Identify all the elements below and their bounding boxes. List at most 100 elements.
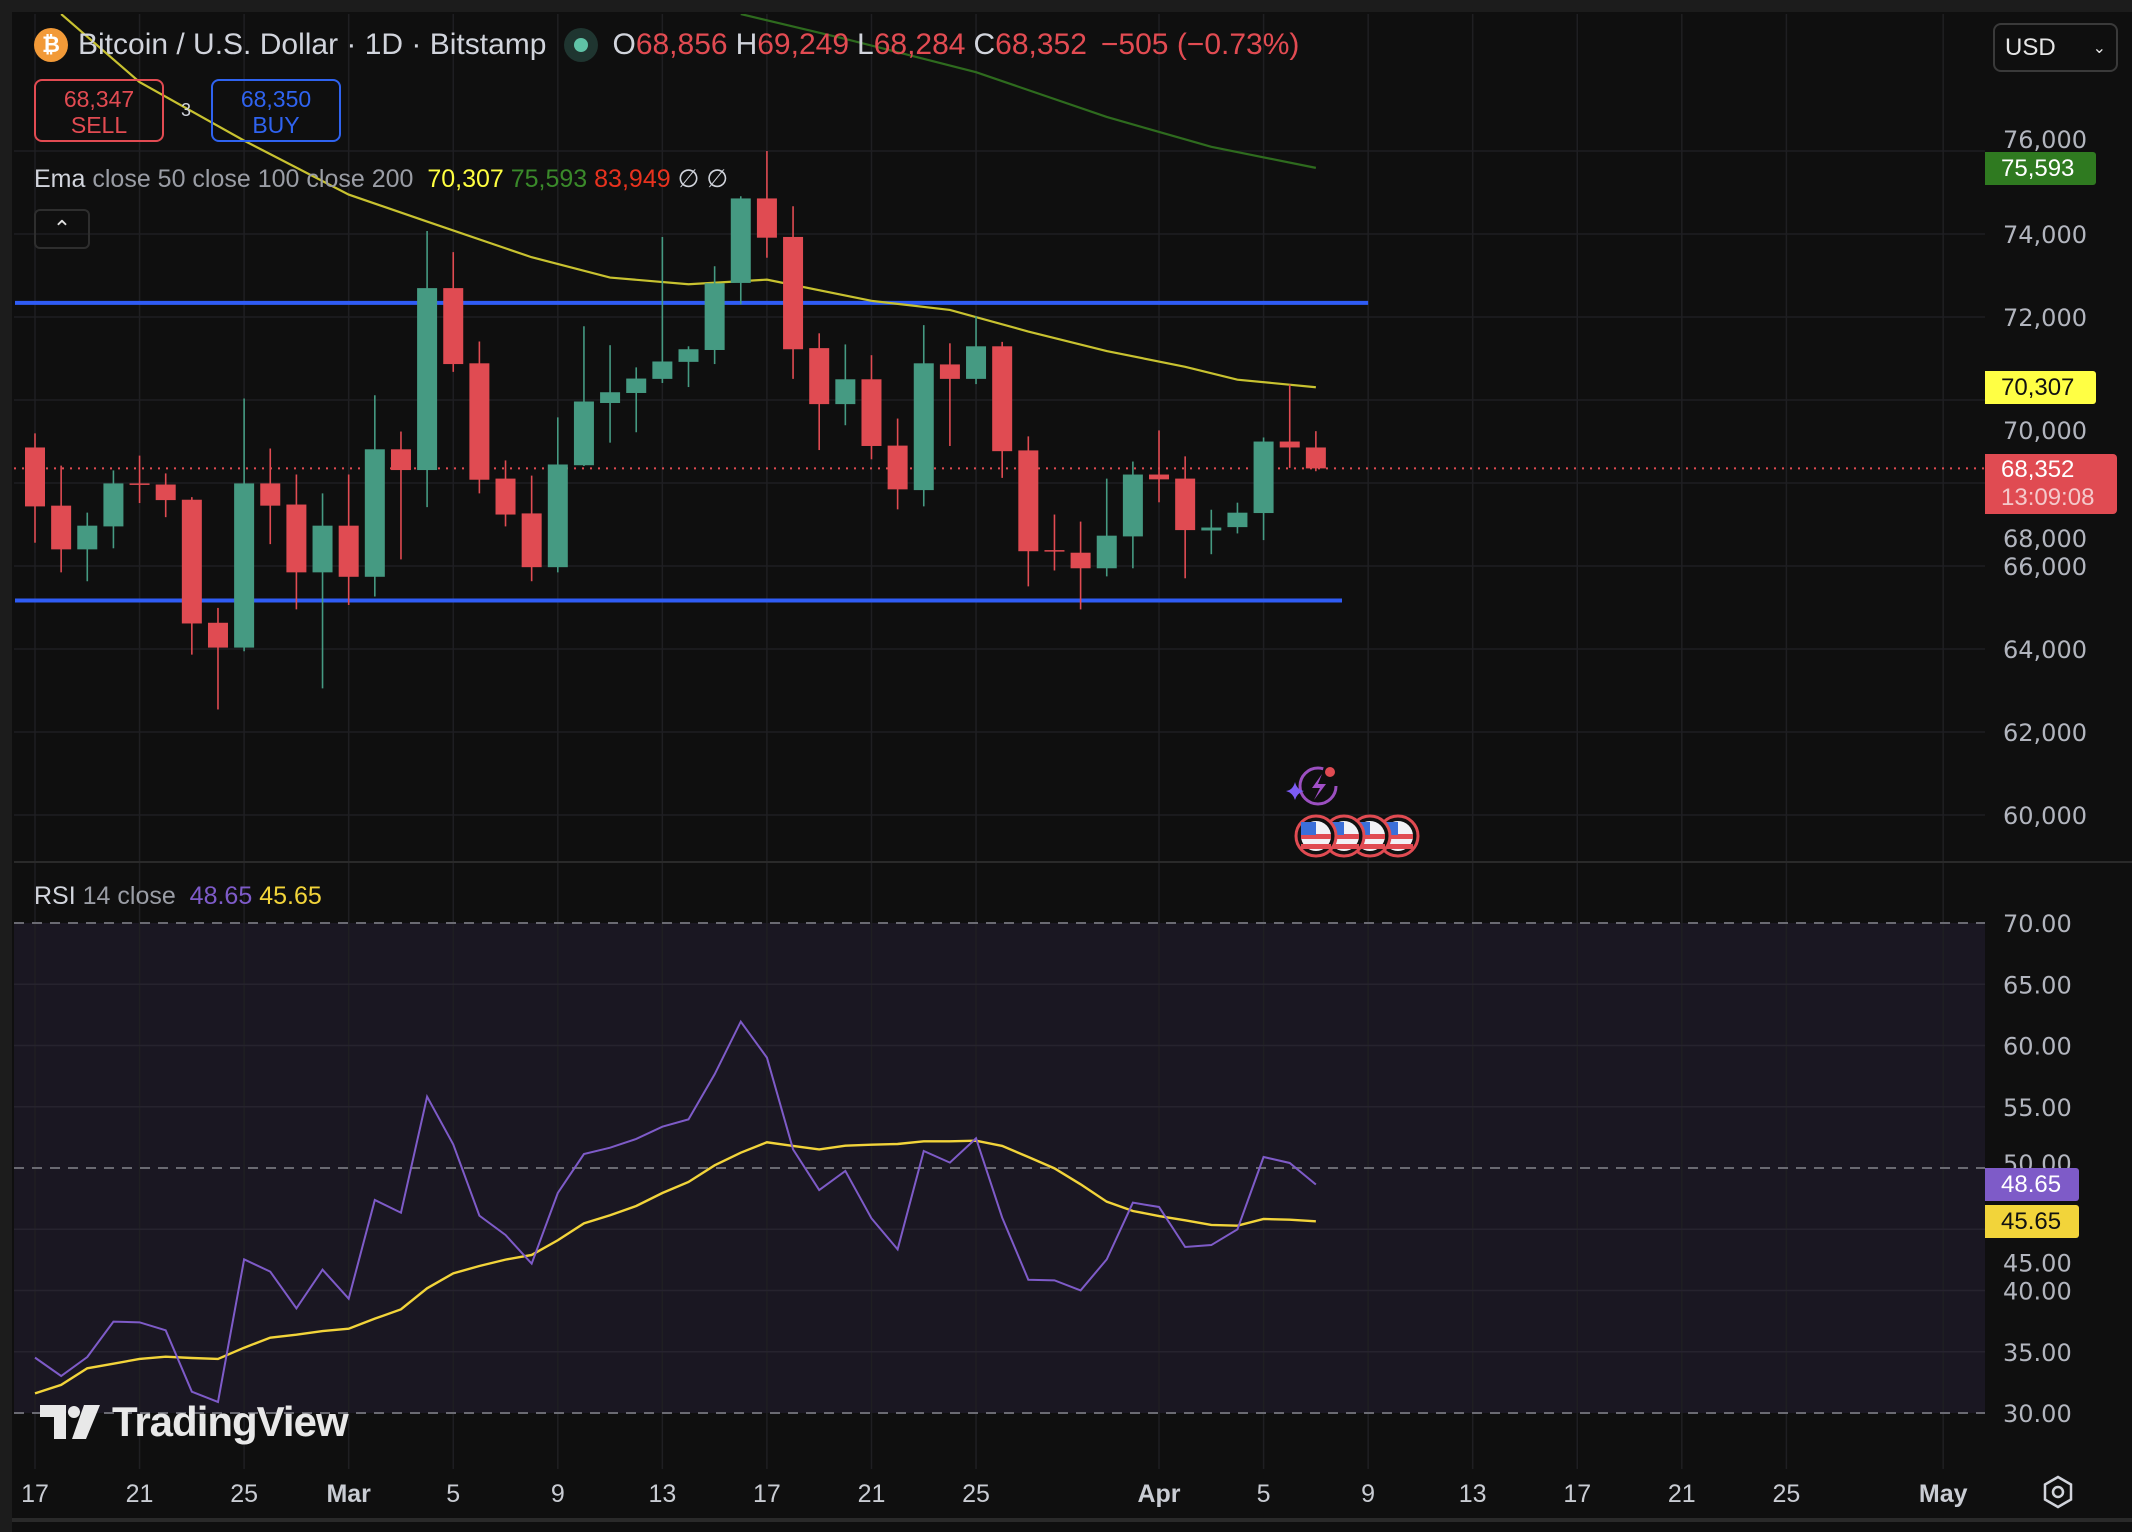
candle[interactable]	[521, 475, 542, 582]
candle[interactable]	[861, 355, 882, 460]
candle[interactable]	[913, 325, 934, 507]
chevron-down-icon: ⌄	[2092, 39, 2106, 57]
candle[interactable]	[1018, 436, 1039, 587]
rsi-axis-label: 45.00	[2003, 1249, 2072, 1277]
candle[interactable]	[573, 326, 594, 466]
candle[interactable]	[1201, 509, 1222, 555]
ema-na-2: ∅	[706, 165, 729, 193]
candle-body	[626, 378, 647, 393]
candle[interactable]	[992, 341, 1013, 478]
candle[interactable]	[966, 316, 987, 385]
ema100-price-tag: 75,593	[1985, 152, 2096, 185]
buy-button[interactable]: 68,350 BUY	[211, 79, 341, 142]
candle[interactable]	[1279, 384, 1300, 468]
candle-body	[521, 513, 542, 568]
candle-body	[129, 483, 150, 485]
candle[interactable]	[678, 346, 699, 388]
candle[interactable]	[286, 474, 307, 610]
candle[interactable]	[1044, 514, 1065, 571]
candle[interactable]	[1149, 430, 1170, 503]
tradingview-logo[interactable]: TradingView	[40, 1398, 349, 1446]
candle[interactable]	[417, 231, 438, 508]
candle[interactable]	[51, 465, 72, 573]
ema-legend[interactable]: Ema close 50 close 100 close 200 70,307 …	[34, 164, 728, 194]
candle[interactable]	[600, 345, 621, 443]
candle[interactable]	[730, 196, 751, 305]
candle[interactable]	[783, 206, 804, 379]
candle[interactable]	[469, 341, 490, 494]
candle[interactable]	[626, 367, 647, 433]
candle[interactable]	[181, 497, 202, 655]
candle[interactable]	[887, 418, 908, 510]
candle[interactable]	[234, 398, 255, 652]
event-markers[interactable]	[1286, 766, 1420, 858]
candle[interactable]	[443, 252, 464, 372]
time-axis-label: May	[1919, 1480, 1968, 1508]
candle[interactable]	[704, 266, 725, 365]
sell-button[interactable]: 68,347 SELL	[34, 79, 164, 142]
time-axis-label: 21	[858, 1480, 886, 1508]
candle[interactable]	[103, 470, 124, 549]
rsi-pane[interactable]	[34, 1019, 1317, 1404]
currency-select[interactable]: USD ⌄	[1993, 23, 2118, 72]
candle[interactable]	[756, 151, 777, 258]
rsi-price-tag: 48.65	[1985, 1168, 2079, 1201]
rsi-axis-label: 35.00	[2003, 1339, 2072, 1367]
chart-settings-icon[interactable]	[2040, 1474, 2076, 1510]
us-flag-event-icon[interactable]	[1294, 814, 1338, 858]
candle[interactable]	[25, 433, 45, 543]
time-axis-label: Apr	[1137, 1480, 1180, 1508]
candle-body	[181, 499, 202, 624]
candle[interactable]	[1253, 437, 1274, 541]
candle[interactable]	[939, 343, 960, 446]
candle-body	[234, 483, 255, 648]
candle[interactable]	[495, 460, 516, 527]
ema100-line	[740, 14, 1317, 169]
candle[interactable]	[390, 431, 411, 560]
collapse-legend-button[interactable]: ⌃	[34, 209, 90, 249]
candle-body	[1018, 450, 1039, 552]
candle[interactable]	[1305, 431, 1326, 472]
candle[interactable]	[809, 333, 830, 451]
market-open-dot-icon[interactable]	[564, 28, 599, 62]
candle-body	[783, 236, 804, 350]
candle-body	[861, 379, 882, 446]
window-top-border	[0, 0, 2132, 12]
candle[interactable]	[364, 395, 385, 597]
candle-body	[312, 525, 333, 573]
price-pane[interactable]	[14, 14, 1985, 710]
candle[interactable]	[1227, 502, 1248, 534]
last-price-tag: 68,352 13:09:08	[1985, 454, 2117, 514]
time-axis-label: Mar	[326, 1480, 371, 1508]
candle[interactable]	[1096, 478, 1117, 577]
symbol-title[interactable]: Bitcoin / U.S. Dollar · 1D · Bitstamp	[78, 28, 547, 61]
candle[interactable]	[338, 474, 359, 605]
rsi-axis-label: 55.00	[2003, 1094, 2072, 1122]
bitcoin-icon[interactable]: ₿	[34, 28, 68, 62]
candle[interactable]	[835, 344, 856, 426]
ai-lightning-icon[interactable]	[1286, 766, 1338, 806]
candle[interactable]	[312, 493, 333, 689]
candle[interactable]	[547, 417, 568, 573]
candle[interactable]	[1070, 521, 1091, 610]
candle[interactable]	[155, 473, 176, 518]
ema200-value: 83,949	[594, 165, 671, 193]
time-axis-label: 9	[1361, 1480, 1375, 1508]
candle-body	[103, 483, 124, 527]
candle[interactable]	[1175, 456, 1196, 579]
price-axis-label: 60,000	[2003, 802, 2087, 830]
candle[interactable]	[652, 236, 673, 383]
rsi-ma-price-tag: 45.65	[1985, 1205, 2079, 1238]
rsi-axis-label: 70.00	[2003, 910, 2072, 938]
time-axis-label: 21	[1668, 1480, 1696, 1508]
candle[interactable]	[260, 448, 281, 545]
candle[interactable]	[77, 512, 98, 582]
candle[interactable]	[1122, 461, 1143, 569]
time-axis-label: 5	[446, 1480, 460, 1508]
flag-stripe	[1329, 844, 1359, 849]
candle[interactable]	[129, 455, 150, 504]
rsi-legend[interactable]: RSI 14 close 48.65 45.65	[34, 882, 322, 911]
open-value: 68,856	[635, 28, 728, 61]
candle[interactable]	[207, 607, 228, 710]
